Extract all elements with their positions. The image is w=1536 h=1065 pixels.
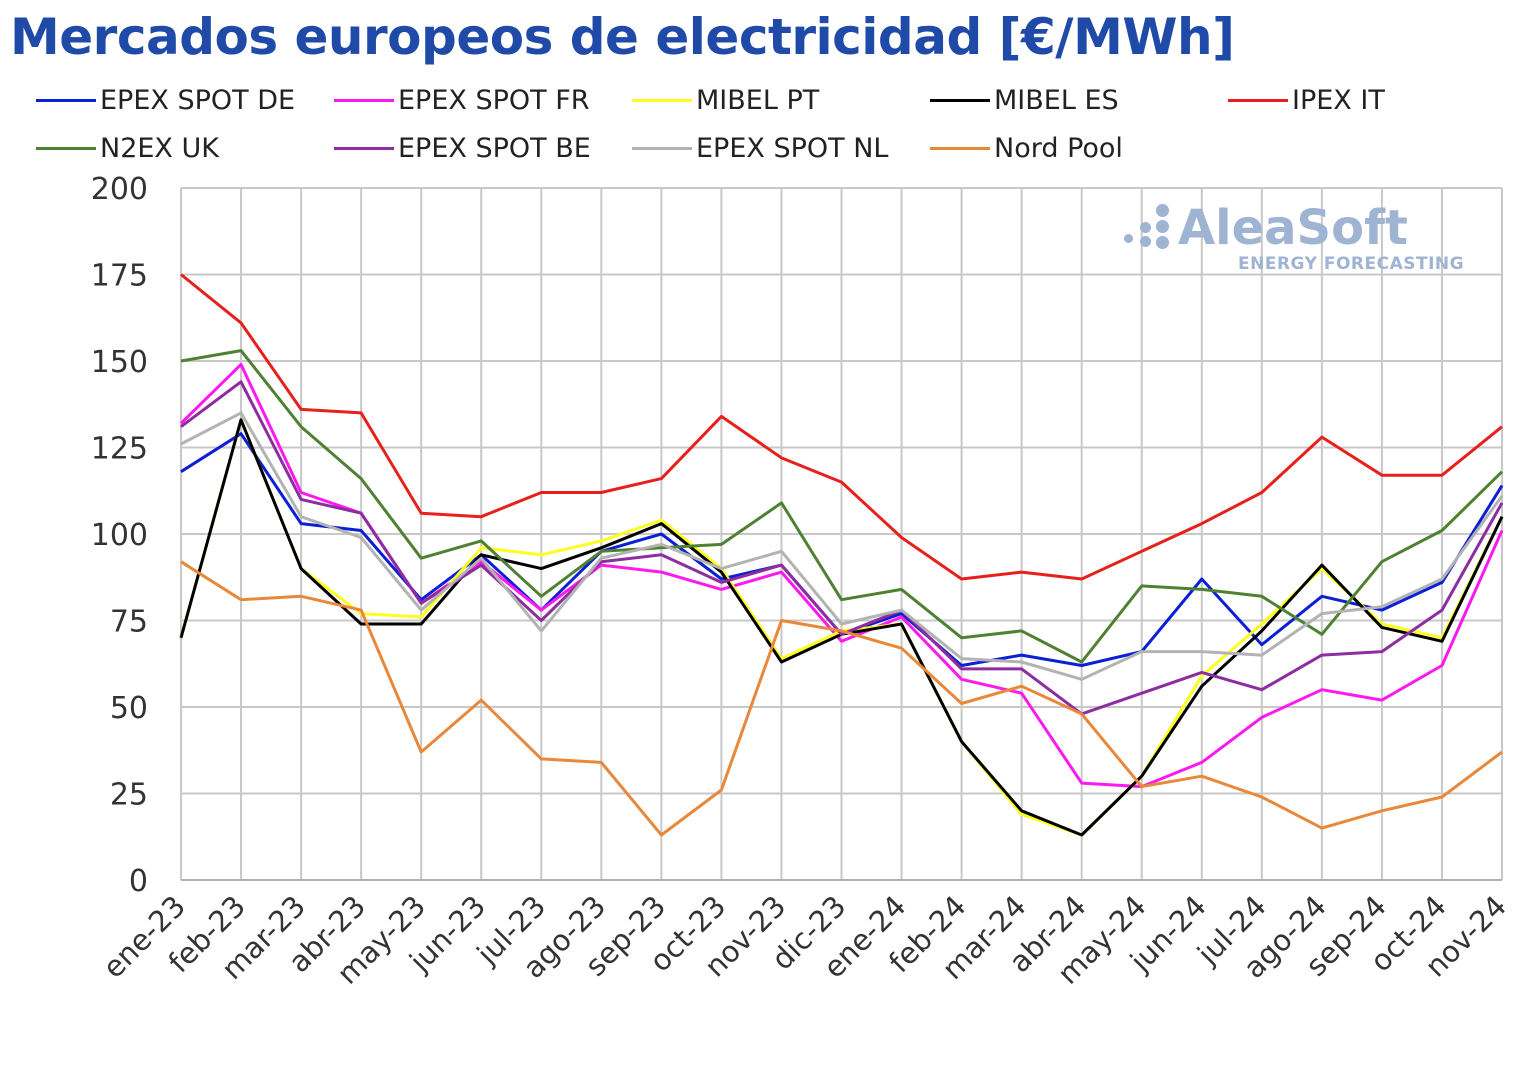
logo-name: AleaSoft: [1178, 200, 1408, 256]
legend-swatch: [36, 98, 96, 102]
y-axis-ticks: 0 25 50 75 100 125 150 175 200: [91, 172, 148, 899]
legend-item: IPEX IT: [1228, 80, 1385, 120]
legend-item: N2EX UK: [36, 128, 219, 168]
legend-swatch: [334, 98, 394, 102]
y-tick-label: 0: [129, 864, 148, 899]
y-tick-label: 25: [110, 778, 148, 813]
legend-item: MIBEL ES: [930, 80, 1119, 120]
legend-label: MIBEL PT: [696, 84, 820, 116]
logo-dot-icon: [1156, 204, 1169, 217]
legend: EPEX SPOT DE EPEX SPOT FR MIBEL PT MIBEL ES…: [36, 80, 1516, 170]
y-tick-label: 175: [91, 259, 148, 294]
logo-dot-icon: [1124, 234, 1133, 243]
legend-swatch: [1228, 98, 1288, 102]
legend-label: EPEX SPOT DE: [100, 84, 296, 116]
legend-label: EPEX SPOT NL: [696, 132, 889, 164]
legend-swatch: [930, 98, 990, 102]
y-tick-label: 125: [91, 432, 148, 467]
y-tick-label: 200: [91, 172, 148, 207]
legend-item: Nord Pool: [930, 128, 1123, 168]
series-line-n2ex-uk: [180, 349, 1504, 664]
legend-item: EPEX SPOT FR: [334, 80, 590, 120]
y-tick-label: 100: [91, 518, 148, 553]
y-tick-label: 150: [91, 345, 148, 380]
legend-label: IPEX IT: [1292, 84, 1385, 116]
logo-dot-icon: [1156, 236, 1169, 249]
series-line-epex-spot-be: [180, 380, 1504, 716]
legend-item: EPEX SPOT DE: [36, 80, 295, 120]
logo-dot-icon: [1156, 220, 1169, 233]
logo-subtitle: ENERGY FORECASTING: [1238, 254, 1465, 274]
y-tick-label: 75: [110, 605, 148, 640]
chart-title: Mercados europeos de electricidad [€/MWh…: [10, 8, 1235, 66]
legend-swatch: [930, 146, 990, 150]
legend-item: MIBEL PT: [632, 80, 819, 120]
legend-swatch: [36, 146, 96, 150]
logo-dot-icon: [1140, 236, 1151, 247]
series-line-ipex-it: [180, 273, 1503, 581]
legend-swatch: [334, 146, 394, 150]
legend-item: EPEX SPOT BE: [334, 128, 591, 168]
aleasoft-logo: AleaSoft ENERGY FORECASTING: [1118, 200, 1498, 280]
legend-label: EPEX SPOT BE: [398, 132, 591, 164]
series-line-nord-pool: [180, 560, 1503, 837]
legend-label: N2EX UK: [100, 132, 219, 164]
legend-swatch: [632, 98, 692, 102]
legend-item: EPEX SPOT NL: [632, 128, 888, 168]
legend-label: EPEX SPOT FR: [398, 84, 590, 116]
legend-swatch: [632, 146, 692, 150]
legend-label: Nord Pool: [994, 132, 1123, 164]
legend-label: MIBEL ES: [994, 84, 1119, 116]
series-line-epex-spot-nl: [180, 411, 1504, 681]
series-lines: [179, 273, 1504, 837]
x-axis-ticks: ene-23feb-23mar-23abr-23may-23jun-23jul-…: [96, 889, 1513, 991]
grid: [180, 187, 1503, 881]
y-tick-label: 50: [110, 691, 148, 726]
logo-dot-icon: [1140, 222, 1151, 233]
